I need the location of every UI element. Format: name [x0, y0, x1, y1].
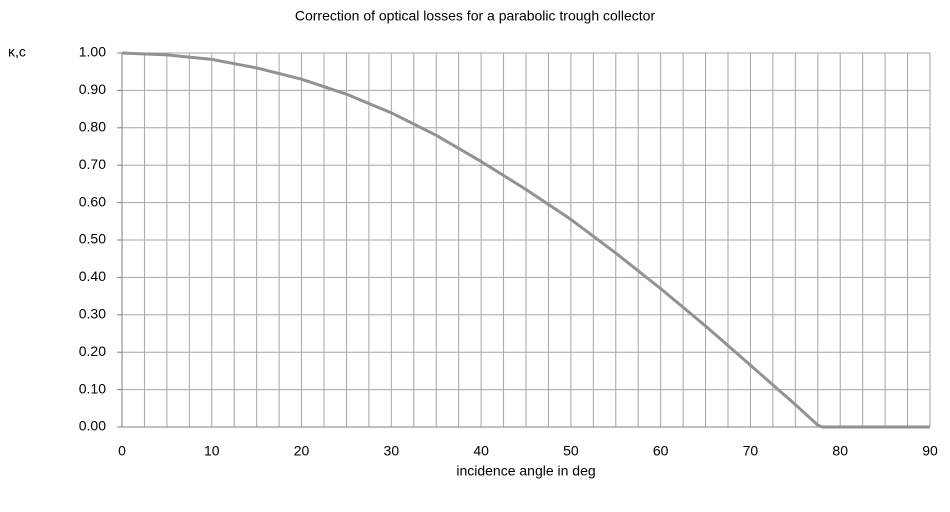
y-tick-label: 0.20 [79, 343, 106, 359]
x-tick-label: 30 [384, 443, 400, 459]
y-axis-label: κ,c [8, 44, 26, 60]
y-tick-label: 0.60 [79, 193, 106, 209]
x-tick-label: 20 [294, 443, 310, 459]
y-tick-label: 0.10 [79, 380, 106, 396]
x-tick-label: 60 [653, 443, 669, 459]
x-tick-label: 90 [922, 443, 938, 459]
x-tick-label: 80 [832, 443, 848, 459]
x-tick-label: 0 [118, 443, 126, 459]
x-tick-label: 50 [563, 443, 579, 459]
y-tick-label: 0.50 [79, 231, 106, 247]
y-tick-label: 0.30 [79, 306, 106, 322]
y-tick-label: 0.70 [79, 156, 106, 172]
y-tick-label: 0.80 [79, 119, 106, 135]
y-tick-label: 0.00 [79, 418, 106, 434]
x-tick-label: 70 [743, 443, 759, 459]
y-tick-label: 1.00 [79, 44, 106, 60]
x-axis-label: incidence angle in deg [456, 463, 595, 479]
y-tick-label: 0.40 [79, 268, 106, 284]
chart-title: Correction of optical losses for a parab… [295, 8, 656, 24]
y-tick-label: 0.90 [79, 81, 106, 97]
line-series [121, 51, 930, 429]
x-tick-label: 40 [473, 443, 489, 459]
x-tick-label: 10 [204, 443, 220, 459]
